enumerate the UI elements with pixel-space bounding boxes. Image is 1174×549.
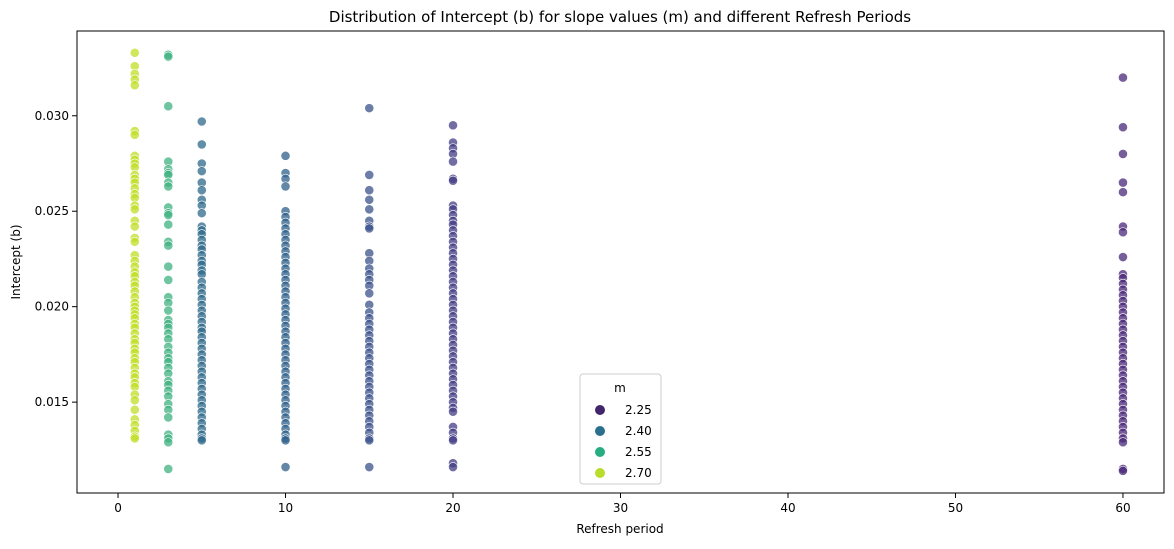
legend-label: 2.55 (625, 445, 652, 459)
data-point (1118, 465, 1128, 476)
data-point (196, 185, 207, 196)
data-point (129, 221, 140, 232)
data-point (163, 240, 174, 251)
x-tick-label: 50 (948, 501, 963, 515)
data-point (163, 51, 174, 62)
data-point (364, 435, 375, 446)
legend-label: 2.70 (625, 466, 652, 480)
legend-items: 2.25 2.40 2.55 2.70 (595, 403, 652, 480)
data-point (129, 236, 140, 247)
y-tick-label: 0.030 (35, 109, 69, 123)
data-point (163, 181, 174, 192)
data-point (1118, 227, 1128, 238)
data-point (1118, 252, 1128, 262)
legend-title: m (614, 381, 626, 395)
data-point (280, 462, 291, 472)
y-axis-ticks: 0.015 0.020 0.025 0.030 (35, 109, 77, 409)
data-point (163, 305, 174, 316)
data-point (163, 101, 174, 112)
data-point (364, 103, 375, 114)
data-point (129, 47, 140, 58)
data-point (364, 204, 375, 215)
data-point (448, 435, 458, 446)
data-point (129, 129, 140, 140)
data-point (280, 150, 291, 161)
data-point (163, 261, 174, 272)
data-point (163, 412, 174, 423)
data-point (280, 181, 291, 192)
x-axis-label: Refresh period (576, 522, 663, 536)
legend-label: 2.25 (625, 403, 652, 417)
data-point (163, 210, 174, 220)
x-tick-label: 0 (114, 501, 122, 515)
data-point (1118, 122, 1128, 133)
data-point (448, 175, 458, 186)
data-point (129, 395, 140, 406)
data-point (196, 435, 207, 446)
data-point (364, 223, 375, 234)
data-point (163, 275, 174, 285)
data-point (196, 208, 207, 219)
data-point (1118, 177, 1128, 188)
data-point (163, 464, 174, 474)
data-point (364, 462, 375, 472)
data-point (364, 185, 375, 196)
data-point (1118, 149, 1128, 159)
data-point (196, 139, 207, 150)
data-point (364, 170, 375, 180)
legend-marker (595, 426, 605, 436)
legend-label: 2.40 (625, 424, 652, 438)
data-point (1118, 187, 1128, 198)
x-axis-ticks: 0 10 20 30 40 50 60 (114, 493, 1131, 515)
y-axis-label: Intercept (b) (9, 225, 23, 300)
x-tick-label: 60 (1115, 501, 1130, 515)
data-point (196, 166, 207, 177)
data-point (364, 194, 375, 205)
data-point (448, 406, 458, 417)
data-point (129, 404, 140, 415)
data-point (163, 437, 174, 448)
data-point (1118, 72, 1128, 83)
data-point (196, 116, 207, 127)
data-point (448, 462, 458, 472)
legend: m 2.25 2.40 2.55 2.70 (579, 373, 662, 485)
y-tick-label: 0.020 (35, 300, 69, 314)
data-point (364, 288, 375, 299)
data-point (1118, 437, 1128, 448)
data-point (448, 120, 458, 131)
legend-marker (595, 405, 605, 415)
x-tick-label: 20 (445, 501, 460, 515)
x-tick-label: 30 (613, 501, 628, 515)
data-point (129, 204, 140, 215)
data-point (280, 435, 291, 446)
data-point (129, 433, 140, 444)
chart-title: Distribution of Intercept (b) for slope … (329, 8, 911, 26)
x-tick-label: 40 (780, 501, 795, 515)
legend-marker (595, 447, 605, 457)
x-tick-label: 10 (278, 501, 293, 515)
data-point (129, 80, 140, 91)
y-tick-label: 0.025 (35, 204, 69, 218)
legend-marker (595, 468, 605, 478)
data-point (448, 156, 458, 167)
data-points (129, 47, 1128, 476)
data-point (163, 219, 174, 230)
y-tick-label: 0.015 (35, 395, 69, 409)
